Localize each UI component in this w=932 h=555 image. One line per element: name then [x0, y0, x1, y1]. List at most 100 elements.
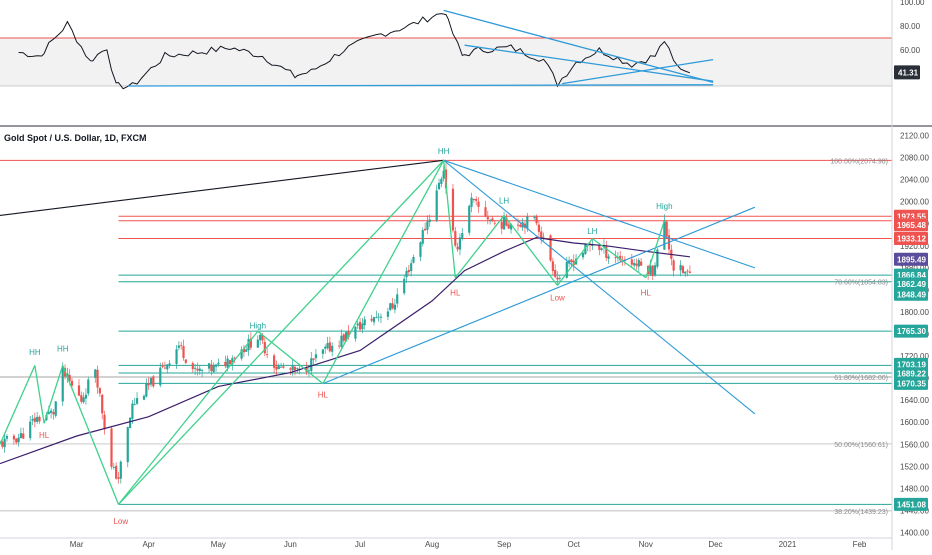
candle-body: [182, 346, 185, 359]
candle-body: [184, 359, 187, 363]
candle-body: [314, 354, 318, 359]
candle-body: [653, 265, 657, 276]
candle-body: [70, 380, 74, 386]
oscillator-value-badge: [894, 65, 920, 80]
price-badge-text: 1895.49: [897, 255, 926, 264]
candle-body: [551, 261, 554, 272]
candle-body: [619, 255, 622, 261]
zigzag-segment: [591, 238, 647, 279]
candle-body: [242, 348, 246, 353]
candle-body: [665, 221, 668, 237]
candle-body: [502, 217, 506, 230]
swing-annotation: LH: [499, 197, 509, 206]
candle-body: [537, 224, 541, 232]
price-badge-text: 1765.30: [897, 327, 926, 336]
oscillator-line: [18, 13, 691, 90]
candle-body: [475, 199, 478, 201]
candle-body: [591, 244, 594, 246]
candle-body: [484, 207, 487, 217]
candle-body: [115, 465, 118, 479]
swing-annotation: High: [250, 322, 266, 331]
price-badge-text: 1689.22: [897, 370, 926, 379]
candle-body: [217, 362, 220, 365]
zigzag-segment: [556, 238, 593, 286]
candle-body: [245, 349, 248, 352]
candle-body: [419, 242, 422, 257]
zigzag-segment: [34, 365, 45, 424]
candle-body: [681, 266, 685, 274]
zigzag-segment: [645, 220, 665, 278]
price-badge-text: 1933.12: [897, 235, 926, 244]
price-badge-text: 1703.19: [897, 360, 926, 369]
candle-body: [110, 428, 113, 467]
price-badge-text: 1965.48: [897, 221, 926, 230]
candle-body: [461, 233, 464, 239]
price-badge: [894, 277, 928, 291]
candle-body: [533, 217, 536, 219]
candle-body: [516, 224, 520, 226]
moving-average-line: [0, 236, 690, 465]
candle-body: [635, 263, 638, 266]
swing-annotation: LH: [587, 227, 597, 236]
candle-body: [273, 355, 276, 368]
oscillator-trendline: [127, 84, 714, 87]
price-badge-text: 1973.55: [897, 212, 926, 221]
candle-body: [423, 228, 427, 231]
candle-body: [233, 357, 236, 359]
candle-body: [672, 260, 675, 271]
swing-annotation: HH: [438, 147, 450, 156]
price-tick-label: 1920.00: [900, 242, 929, 251]
candle-body: [630, 259, 633, 265]
candle-body: [101, 394, 104, 414]
candle-body: [403, 278, 406, 294]
candle-body: [633, 263, 636, 266]
candle-body: [505, 217, 508, 226]
candle-body: [456, 246, 459, 250]
candle-body: [84, 394, 88, 399]
candle-body: [686, 270, 689, 272]
price-badge-text: 1862.49: [897, 280, 926, 289]
price-badge-text: 1866.84: [897, 271, 926, 280]
candle-body: [126, 427, 129, 463]
trendline: [0, 159, 444, 217]
oscillator-pane[interactable]: [0, 9, 892, 90]
price-tick-label: 2120.00: [900, 132, 929, 141]
candle-body: [291, 365, 294, 371]
candle-body: [68, 374, 71, 382]
candle-body: [191, 363, 194, 370]
candlestick-series: [0, 163, 692, 484]
main-price-pane[interactable]: 100.00%(2074.98) 78.60%(1854.83) 61.80%(16…: [0, 147, 892, 526]
candle-body: [345, 332, 348, 342]
trendline: [322, 206, 756, 385]
candle-body: [152, 376, 155, 387]
candle-body: [163, 367, 167, 369]
candle-body: [581, 252, 585, 258]
candle-body: [556, 277, 559, 280]
chart-title: Gold Spot / U.S. Dollar, 1D, FXCM: [4, 133, 147, 143]
trendline: [443, 159, 756, 415]
candle-body: [1, 441, 4, 447]
candle-body: [180, 345, 183, 346]
candle-body: [326, 343, 329, 349]
candle-body: [354, 326, 357, 339]
candle-body: [651, 265, 654, 277]
candle-body: [142, 395, 146, 400]
candle-body: [679, 264, 682, 271]
oscillator-value-text: 41.31: [898, 68, 919, 77]
candle-body: [119, 461, 122, 479]
price-badge: [894, 497, 928, 511]
price-badge-text: 1451.08: [897, 500, 926, 509]
candle-body: [112, 466, 115, 468]
price-badge: [894, 287, 928, 301]
candle-body: [12, 435, 16, 440]
candle-body: [159, 367, 162, 386]
time-tick-label: Aug: [425, 540, 439, 549]
price-tick-label: 1520.00: [900, 462, 929, 471]
zigzag-segment: [0, 365, 36, 445]
candle-body: [98, 388, 101, 394]
candle-body: [405, 271, 408, 278]
candle-body: [500, 221, 503, 229]
price-badge: [894, 218, 928, 232]
candle-body: [386, 311, 390, 317]
